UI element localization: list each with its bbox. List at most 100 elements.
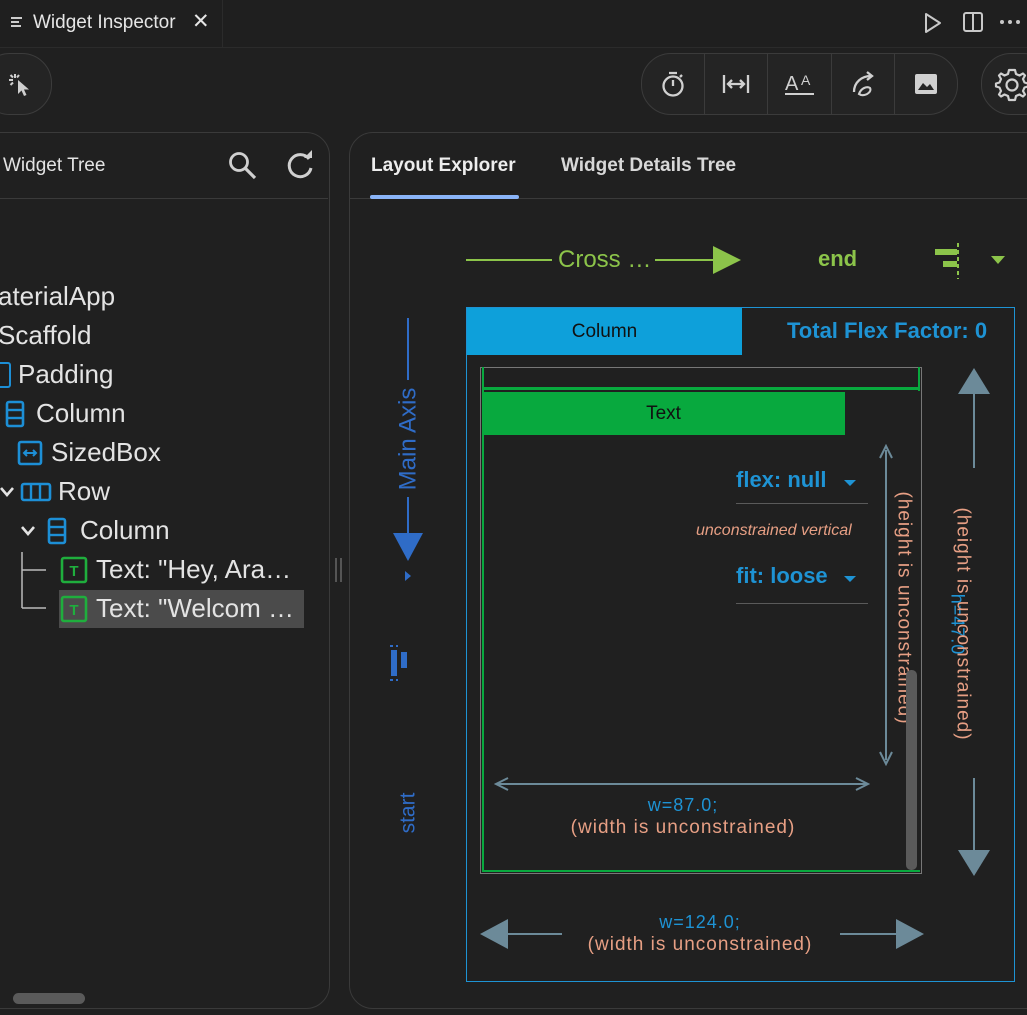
column-header-label: Column: [571, 320, 638, 342]
svg-text:A: A: [801, 72, 811, 88]
cross-axis-end-icon[interactable]: [931, 243, 961, 279]
tree-node-label: Scaffold: [0, 320, 92, 350]
inner-width-label: w=87.0; (width is unconstrained): [500, 795, 866, 839]
svg-text:A: A: [785, 73, 799, 95]
tree-node-text-hey[interactable]: T Text: "Hey, Ara…: [60, 554, 291, 585]
flex-dropdown-value: flex: null: [736, 467, 827, 492]
tree-node-label: aterialApp: [0, 281, 116, 311]
main-axis-value-wrap: start: [368, 793, 448, 834]
tree-node-sizedbox[interactable]: SizedBox: [17, 437, 161, 468]
green-edge-line: [482, 367, 484, 872]
inspector-toolbar: A A: [641, 53, 958, 115]
text-widget-label: Text: [646, 402, 681, 424]
active-tab-indicator: [370, 195, 519, 199]
baseline-guidelines-button[interactable]: [705, 54, 769, 114]
tree-node-column-inner[interactable]: Column: [19, 515, 170, 546]
outer-height-arrow: [958, 368, 990, 876]
main-axis-label: Main Axis: [394, 387, 422, 491]
outer-width-label: w=124.0; (width is unconstrained): [540, 912, 860, 956]
selected-row-highlight: [59, 590, 304, 628]
tree-node-padding[interactable]: Padding: [0, 359, 113, 390]
performance-overlay-button[interactable]: [642, 54, 706, 114]
column-header[interactable]: Column: [467, 308, 742, 355]
main-axis-line: [407, 318, 409, 380]
settings-button[interactable]: [981, 53, 1027, 115]
chevron-down-icon: [844, 576, 856, 582]
cross-axis-label: Cross …: [558, 246, 652, 273]
horizontal-expand-icon: [723, 75, 750, 93]
splitter-grip[interactable]: [340, 558, 342, 582]
tree-node-label: Row: [58, 476, 111, 506]
gear-icon: [994, 68, 1027, 102]
green-edge-line: [482, 387, 920, 390]
tree-node-label: Column: [80, 515, 170, 545]
row-widget-icon: [20, 482, 52, 501]
image-icon: [914, 74, 937, 94]
tree-node-materialapp[interactable]: aterialApp: [0, 281, 115, 312]
timer-icon: [662, 71, 684, 97]
tab-widget-inspector[interactable]: Widget Inspector ✕: [0, 0, 223, 47]
unconstrained-vertical-text: unconstrained vertical: [696, 522, 852, 539]
close-icon[interactable]: ✕: [192, 10, 210, 33]
inner-height-arrow: [879, 444, 893, 766]
tree-node-label: Text: "Hey, Ara…: [96, 554, 292, 584]
refresh-icon[interactable]: [285, 150, 317, 182]
main-axis-alignment-value: start: [396, 792, 419, 834]
run-icon[interactable]: [923, 12, 943, 34]
repaint-rainbow-button[interactable]: [832, 54, 895, 114]
flex-dropdown[interactable]: flex: null: [736, 467, 868, 504]
tab-layout-explorer[interactable]: Layout Explorer: [371, 155, 516, 176]
tab-title: Widget Inspector: [33, 12, 176, 33]
outer-height-unconstrained: (height is unconstrained): [952, 507, 974, 741]
padding-widget-icon: [0, 361, 11, 388]
tree-connectors: [21, 552, 46, 609]
cross-axis-alignment-value: end: [818, 246, 858, 271]
chevron-down-icon[interactable]: [19, 522, 37, 540]
content-scrollbar[interactable]: [906, 670, 917, 870]
main-axis-arrow: [393, 497, 423, 581]
svg-text:T: T: [69, 602, 78, 619]
column-box-outer: [466, 307, 1015, 982]
tree-node-scaffold[interactable]: Scaffold: [0, 320, 91, 351]
cross-axis-arrow: [655, 246, 741, 274]
tree-node-row[interactable]: Row: [0, 476, 110, 507]
column-widget-icon: [5, 400, 25, 427]
green-edge-line: [918, 367, 920, 391]
tree-node-text-welcome[interactable]: T Text: "Welcom …: [60, 593, 294, 624]
chevron-down-icon[interactable]: [989, 254, 1007, 266]
search-icon[interactable]: [227, 150, 259, 182]
tab-widget-details-tree[interactable]: Widget Details Tree: [561, 155, 737, 176]
chevron-down-icon[interactable]: [0, 483, 16, 501]
font-size-icon: A A: [784, 72, 814, 95]
widget-tree-panel: [0, 132, 330, 1009]
splitter-grip[interactable]: [335, 558, 337, 582]
select-widget-mode-button[interactable]: [0, 53, 52, 115]
menu-lines-icon: [11, 17, 22, 29]
chevron-down-icon: [844, 480, 856, 486]
more-actions-icon[interactable]: [999, 19, 1021, 25]
main-axis-start-icon[interactable]: [388, 644, 412, 682]
text-baselines-button[interactable]: A A: [768, 54, 832, 114]
unconstrained-vertical-note: unconstrained vertical: [696, 522, 852, 540]
tree-node-label: Text: "Welcom …: [96, 593, 295, 623]
invert-oversized-images-button[interactable]: [895, 54, 957, 114]
green-edge-line: [482, 870, 920, 872]
horizontal-scrollbar[interactable]: [13, 993, 85, 1004]
column-widget-icon: [47, 517, 67, 544]
pointer-select-icon: [9, 74, 29, 96]
fit-dropdown[interactable]: fit: loose: [736, 563, 868, 604]
sizedbox-widget-icon: [17, 440, 43, 465]
split-editor-icon[interactable]: [962, 11, 984, 33]
divider: [350, 198, 1027, 199]
outer-height-note-wrap: (height is unconstrained): [803, 507, 1027, 740]
fit-dropdown-value: fit: loose: [736, 563, 828, 588]
tree-node-label: Padding: [18, 359, 114, 389]
tree-node-label: SizedBox: [51, 437, 161, 467]
cross-axis-line: [466, 259, 552, 261]
inner-width-value: w=87.0;: [647, 795, 719, 815]
total-flex-factor: Total Flex Factor: 0: [787, 318, 988, 343]
inner-width-unconstrained: (width is unconstrained): [570, 817, 796, 838]
text-widget-box[interactable]: Text: [482, 392, 845, 435]
tree-node-column[interactable]: Column: [5, 398, 126, 429]
column-content-box: [480, 367, 922, 874]
